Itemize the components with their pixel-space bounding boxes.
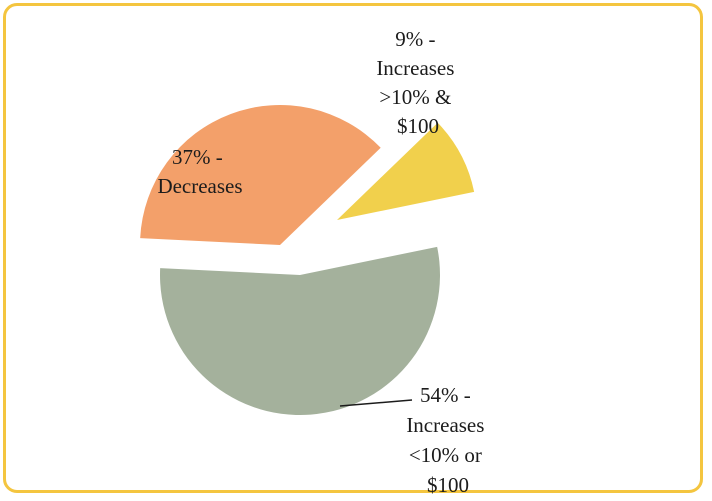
pie-slice-37: [140, 105, 381, 245]
chart-frame: [3, 3, 703, 493]
slice-label-9-line4: $100: [397, 114, 439, 138]
pie-slices: [140, 105, 475, 416]
leader-line-54: [339, 399, 413, 407]
slice-label-37: 37% - Decreases: [157, 145, 242, 198]
slice-label-37-line2: Decreases: [157, 174, 242, 198]
slice-label-9-line2: Increases: [376, 56, 454, 80]
pie-slice-54: [160, 246, 440, 416]
slice-label-54-line3: <10% or: [409, 443, 482, 467]
slice-label-54-line2: Increases: [406, 413, 484, 437]
slice-label-9-line1: 9% -: [395, 27, 435, 51]
pie-slice-9: [337, 122, 475, 220]
slice-label-54-line1: 54% -: [420, 383, 471, 407]
slice-label-54: 54% - Increases <10% or $100: [406, 383, 489, 497]
slice-label-54-line4: $100: [427, 473, 469, 497]
slice-label-9-line3: >10% &: [379, 85, 451, 109]
slice-label-37-line1: 37% -: [172, 145, 223, 169]
slice-label-9: 9% - Increases >10% & $100: [376, 27, 459, 138]
